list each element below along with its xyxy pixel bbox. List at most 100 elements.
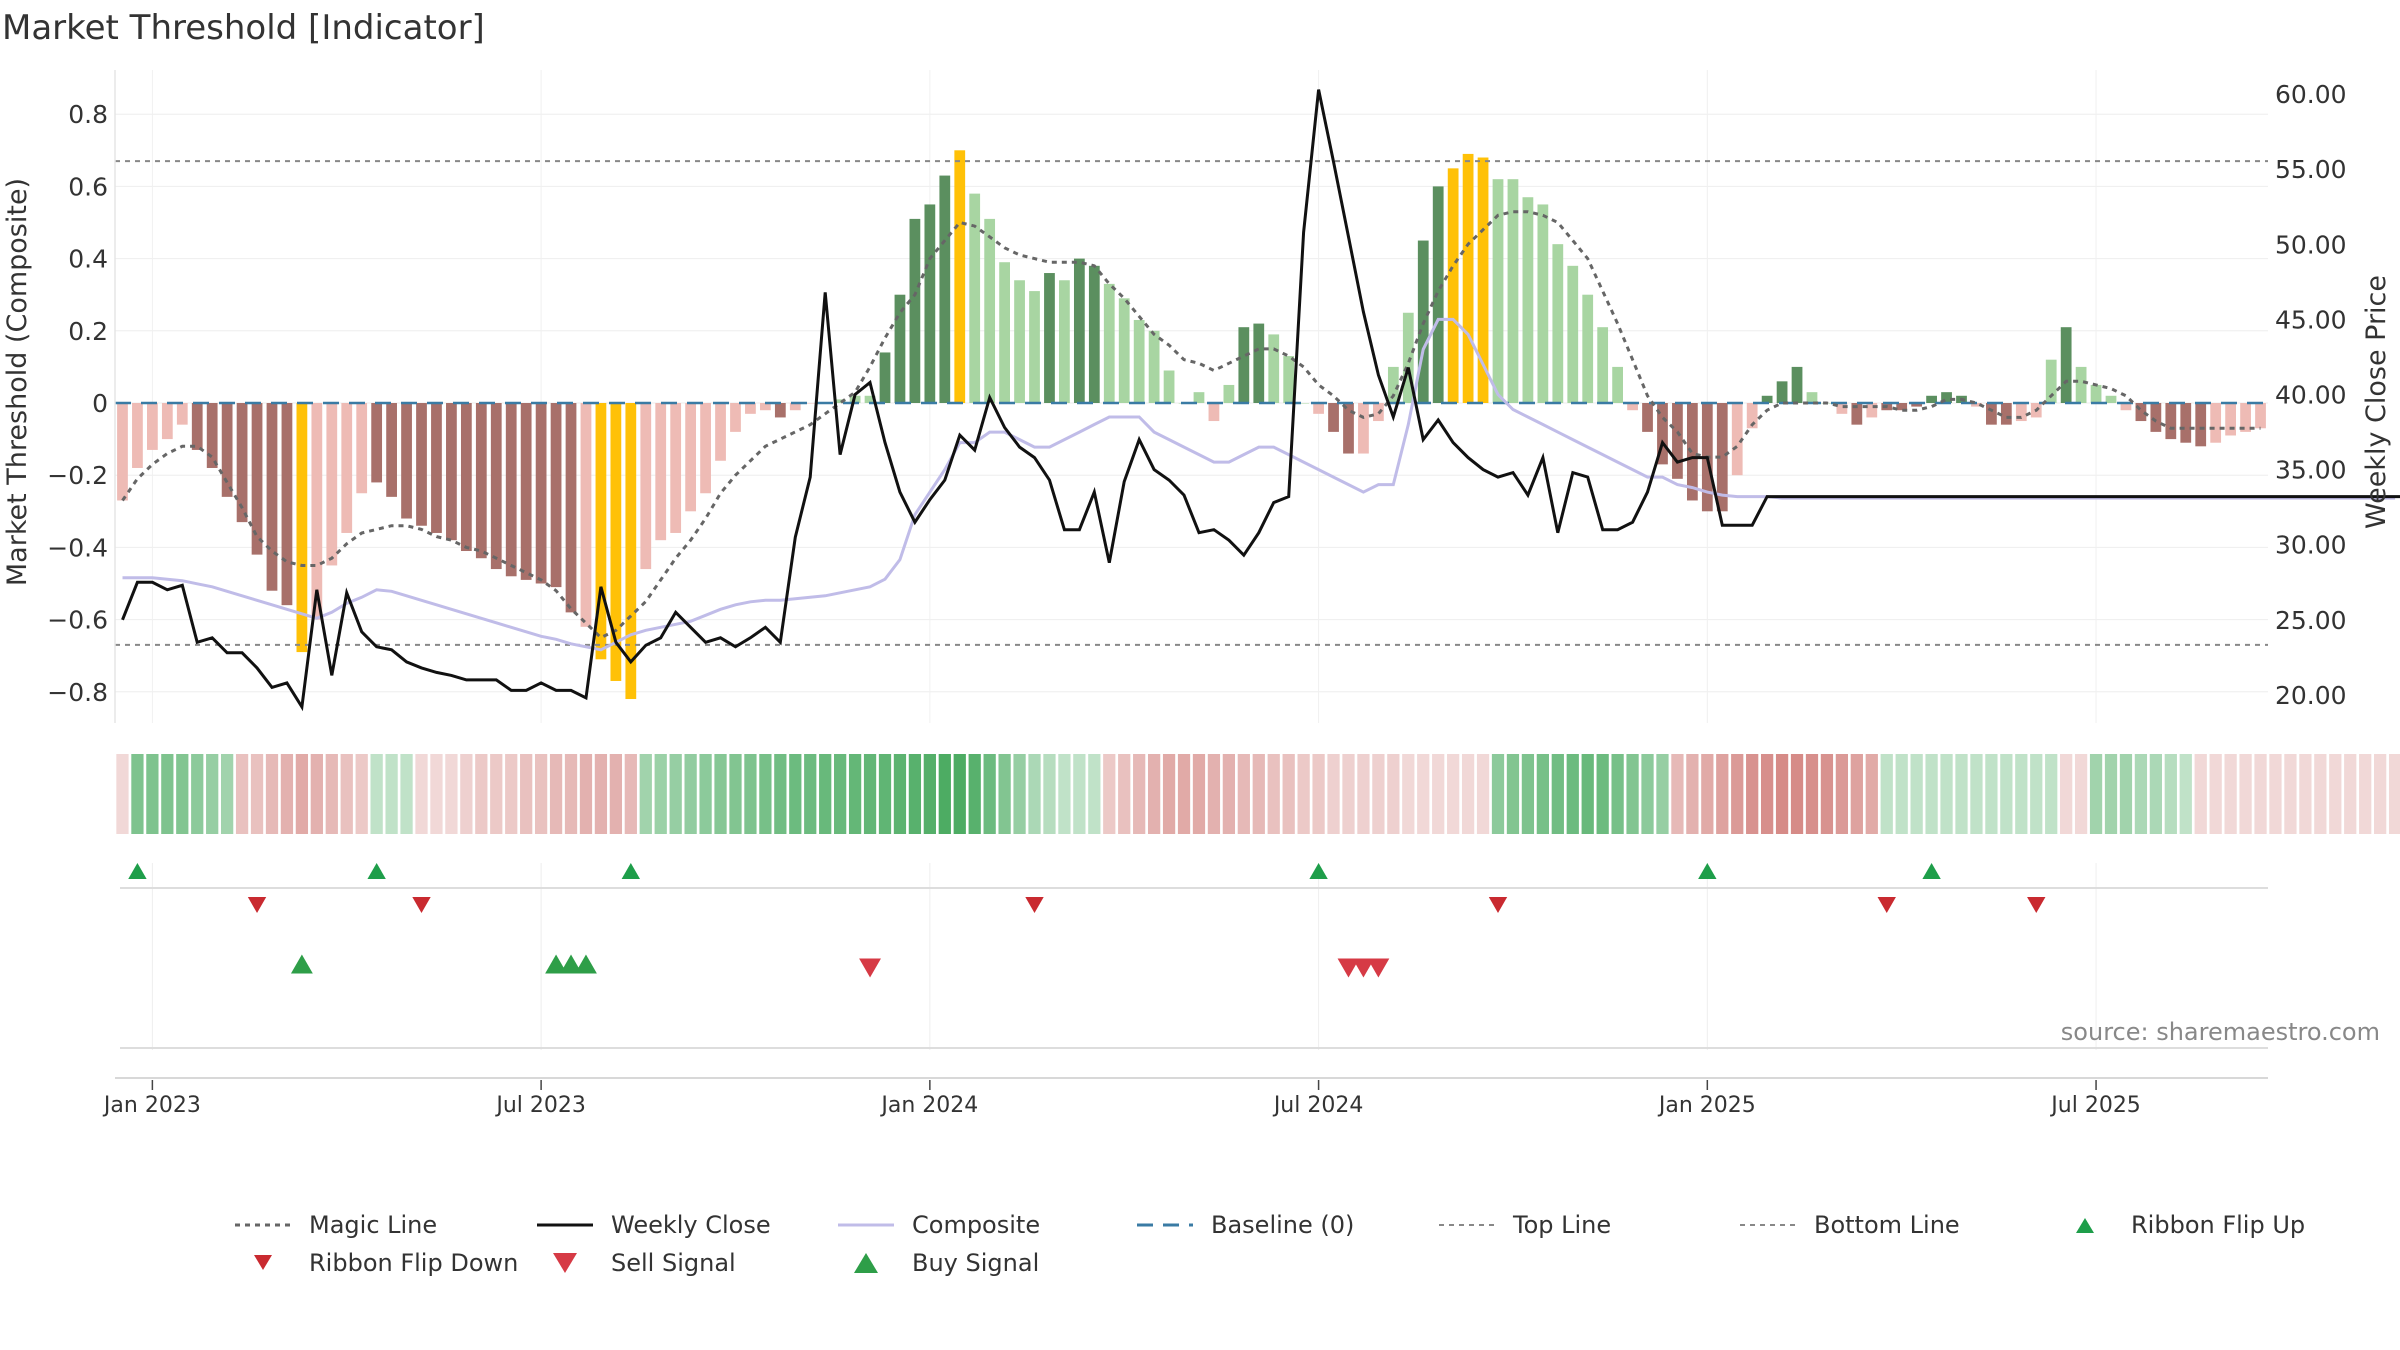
ribbon-cell	[1551, 754, 1564, 834]
composite-bar	[894, 294, 906, 403]
sell-signal-marker	[1367, 958, 1390, 978]
ribbon-cell	[2045, 754, 2058, 834]
composite-bar	[1238, 327, 1250, 403]
y-right-tick-label: 25.00	[2275, 606, 2347, 635]
composite-bar	[879, 352, 891, 403]
composite-bar	[371, 403, 383, 483]
ribbon-cell	[1865, 754, 1878, 834]
composite-bar	[1029, 291, 1040, 403]
composite-bar	[1567, 265, 1579, 403]
composite-bar	[1148, 330, 1160, 403]
legend-label: Composite	[912, 1211, 1041, 1239]
composite-bar	[774, 403, 786, 418]
ribbon-cell	[819, 754, 832, 834]
ribbon-cell	[744, 754, 757, 834]
ribbon-cell	[2344, 754, 2357, 834]
ribbon-cell	[1357, 754, 1370, 834]
ribbon-cell	[146, 754, 159, 834]
ribbon-cell	[654, 754, 667, 834]
ribbon-cell	[1731, 754, 1744, 834]
ribbon-cell	[1192, 754, 1206, 834]
composite-bar	[745, 403, 756, 414]
ribbon-cell	[1387, 754, 1400, 834]
composite-bar	[1358, 403, 1369, 454]
ribbon-cell	[2314, 754, 2327, 834]
ribbon-cell	[235, 754, 249, 834]
composite-bar	[520, 403, 532, 580]
ribbon-flip-up-marker	[1698, 863, 1717, 879]
composite-bar	[1657, 403, 1668, 465]
composite-bar	[610, 403, 622, 681]
ribbon-cell	[2060, 754, 2073, 834]
buy-signal-marker	[290, 954, 313, 974]
ribbon-cell	[1133, 754, 1146, 834]
composite-bar	[1971, 403, 1982, 407]
composite-bar	[296, 403, 308, 653]
composite-bar	[1522, 197, 1534, 403]
ribbon-cell	[714, 754, 727, 834]
composite-bar	[1477, 157, 1489, 403]
composite-bar	[1896, 403, 1908, 411]
y-right-tick-label: 60.00	[2275, 80, 2347, 109]
ribbon-cell	[355, 754, 368, 834]
composite-bar	[1776, 381, 1788, 403]
composite-bar	[505, 403, 517, 577]
ribbon-cell	[1447, 754, 1460, 834]
ribbon-cell	[2194, 754, 2207, 834]
ribbon-cell	[624, 754, 637, 834]
ribbon-cell	[639, 754, 652, 834]
composite-bar	[221, 403, 233, 497]
ribbon-cell	[1955, 754, 1968, 834]
ribbon-cell	[1626, 754, 1639, 834]
ribbon-cell	[475, 754, 488, 834]
y-tick-label: −0.8	[47, 678, 108, 707]
legend-swatch	[537, 1223, 593, 1227]
composite-bar	[954, 150, 966, 403]
ribbon-cell	[1297, 754, 1310, 834]
y-axis-label-right: Weekly Close Price	[2361, 275, 2392, 529]
ribbon-cell	[2119, 754, 2133, 834]
ribbon-cell	[1775, 754, 1789, 834]
composite-bar	[1193, 392, 1205, 403]
composite-bar	[1941, 392, 1952, 403]
legend-item-bottom: Bottom Line	[1738, 1210, 1960, 1240]
ribbon-flip-up-marker	[128, 863, 147, 879]
composite-bar	[1208, 403, 1220, 422]
composite-bar	[1328, 403, 1339, 432]
ribbon-cell	[953, 754, 966, 834]
composite-bar	[1582, 294, 1594, 403]
ribbon-cell	[594, 754, 608, 834]
ribbon-cell	[1566, 754, 1579, 834]
ribbon-flip-up-marker	[1309, 863, 1328, 879]
composite-bar	[356, 403, 368, 494]
ribbon-flip-down-marker	[2027, 897, 2046, 913]
x-tick-label: Jul 2024	[1272, 1093, 1364, 1118]
legend-item-baseline: Baseline (0)	[1135, 1210, 1354, 1240]
legend-item-top: Top Line	[1437, 1210, 1611, 1240]
x-tick-label: Jan 2025	[1657, 1093, 1756, 1118]
y-right-tick-label: 55.00	[2275, 155, 2347, 184]
composite-bar	[804, 403, 816, 404]
ribbon-cell	[684, 754, 697, 834]
ribbon-cell	[609, 754, 623, 834]
ribbon-cell	[1985, 754, 1998, 834]
ribbon-cell	[1835, 754, 1849, 834]
legend-item-magic: Magic Line	[233, 1210, 437, 1240]
y-tick-label: −0.4	[47, 533, 108, 562]
ribbon-flip-down-marker	[1877, 897, 1896, 913]
composite-bar	[146, 403, 158, 450]
ribbon-cell	[998, 754, 1011, 834]
composite-bar	[2225, 403, 2237, 436]
ribbon-cell	[1716, 754, 1729, 834]
composite-bar	[1866, 403, 1878, 418]
composite-bar	[1163, 370, 1175, 403]
composite-bar	[386, 403, 397, 497]
ribbon-cell	[2074, 754, 2088, 834]
composite-bar	[760, 403, 771, 411]
y-tick-label: −0.6	[47, 606, 108, 635]
legend-swatch	[1439, 1224, 1495, 1226]
composite-bar	[2105, 395, 2117, 403]
ribbon-cell	[2224, 754, 2237, 834]
ribbon-cell	[1103, 754, 1116, 834]
legend-swatch	[235, 1223, 291, 1227]
